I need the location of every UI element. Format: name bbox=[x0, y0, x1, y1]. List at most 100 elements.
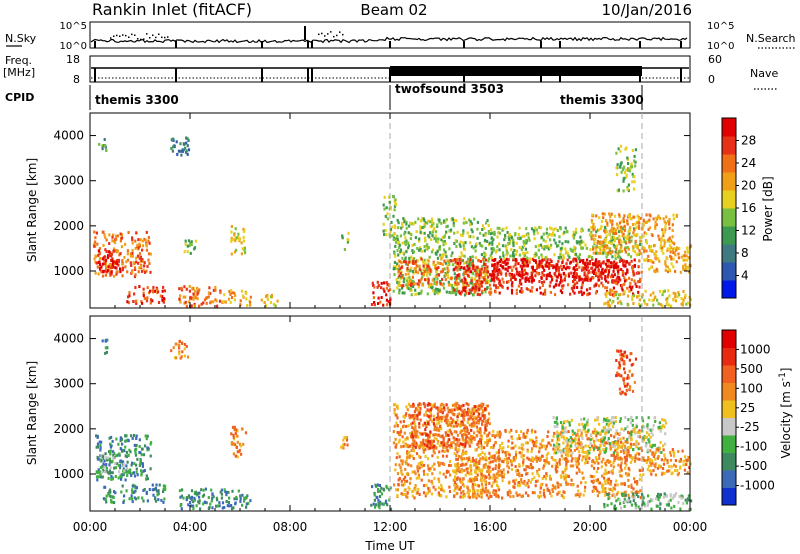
echo-cell bbox=[639, 496, 642, 500]
echo-cell bbox=[429, 418, 432, 422]
echo-cell bbox=[619, 247, 622, 251]
colorbar-swatch bbox=[722, 172, 736, 191]
echo-cell bbox=[527, 485, 530, 489]
echo-cell bbox=[543, 290, 546, 294]
echo-cell bbox=[469, 414, 472, 418]
echo-cell bbox=[611, 222, 614, 226]
echo-cell bbox=[620, 219, 623, 223]
echo-cell bbox=[485, 493, 488, 497]
echo-cell bbox=[599, 226, 603, 230]
echo-cell bbox=[475, 281, 478, 285]
power-colorbar-label: Power [dB] bbox=[761, 176, 775, 241]
echo-cell bbox=[192, 292, 195, 296]
echo-cell bbox=[550, 494, 553, 498]
echo-cell bbox=[636, 451, 639, 455]
echo-cell bbox=[545, 277, 548, 281]
echo-cell bbox=[642, 218, 645, 222]
echo-cell bbox=[134, 246, 137, 250]
echo-cell bbox=[137, 238, 140, 242]
echo-cell bbox=[108, 436, 111, 440]
echo-cell bbox=[233, 443, 237, 447]
echo-cell bbox=[600, 271, 603, 274]
echo-cell bbox=[616, 189, 619, 193]
echo-cell bbox=[606, 253, 609, 257]
echo-cell bbox=[123, 469, 126, 473]
echo-cell bbox=[535, 436, 538, 440]
echo-cell bbox=[233, 233, 236, 237]
echo-cell bbox=[446, 419, 449, 422]
echo-cell bbox=[652, 291, 655, 295]
echo-cell bbox=[544, 292, 547, 296]
echo-cell bbox=[407, 473, 410, 477]
echo-cell bbox=[414, 270, 418, 274]
echo-cell bbox=[558, 458, 561, 462]
echo-cell bbox=[438, 417, 441, 421]
echo-cell bbox=[615, 479, 618, 483]
echo-cell bbox=[222, 300, 225, 304]
echo-cell bbox=[130, 494, 133, 498]
echo-cell bbox=[483, 269, 486, 273]
echo-cell bbox=[432, 433, 435, 437]
echo-cell bbox=[397, 268, 400, 272]
echo-cell bbox=[605, 244, 608, 248]
echo-cell bbox=[489, 279, 492, 283]
echo-cell bbox=[555, 470, 558, 474]
echo-cell bbox=[440, 415, 443, 419]
echo-cell bbox=[108, 268, 111, 272]
echo-cell bbox=[491, 278, 494, 282]
echo-cell bbox=[614, 250, 617, 254]
echo-cell bbox=[537, 244, 540, 248]
echo-cell bbox=[396, 248, 399, 252]
echo-cell bbox=[635, 253, 638, 257]
echo-cell bbox=[543, 495, 546, 499]
echo-cell bbox=[580, 431, 583, 435]
echo-cell bbox=[616, 451, 619, 455]
echo-cell bbox=[539, 483, 542, 487]
echo-cell bbox=[590, 464, 593, 468]
echo-cell bbox=[146, 286, 149, 290]
echo-cell bbox=[580, 239, 583, 243]
echo-cell bbox=[457, 404, 461, 408]
echo-cell bbox=[617, 224, 620, 228]
echo-cell bbox=[426, 292, 429, 296]
echo-cell bbox=[463, 494, 467, 498]
echo-cell bbox=[133, 490, 136, 494]
echo-cell bbox=[493, 259, 496, 262]
echo-cell bbox=[427, 415, 430, 419]
echo-cell bbox=[433, 402, 436, 406]
echo-cell bbox=[404, 442, 407, 446]
echo-cell bbox=[121, 236, 124, 240]
echo-cell bbox=[432, 260, 435, 264]
echo-cell bbox=[489, 460, 492, 464]
echo-cell bbox=[659, 216, 662, 220]
echo-cell bbox=[420, 291, 423, 295]
echo-cell bbox=[445, 454, 448, 458]
echo-cell bbox=[471, 417, 474, 421]
echo-cell bbox=[437, 433, 440, 437]
echo-cell bbox=[374, 483, 377, 487]
echo-cell bbox=[410, 464, 413, 468]
echo-cell bbox=[245, 502, 248, 506]
echo-cell bbox=[573, 283, 576, 287]
echo-cell bbox=[520, 474, 523, 477]
echo-cell bbox=[655, 257, 658, 261]
echo-cell bbox=[610, 275, 613, 279]
echo-cell bbox=[519, 236, 522, 240]
echo-cell bbox=[463, 484, 466, 488]
echo-cell bbox=[494, 290, 497, 294]
echo-cell bbox=[103, 262, 106, 266]
echo-cell bbox=[343, 248, 346, 251]
echo-cell bbox=[164, 488, 167, 491]
echo-cell bbox=[394, 463, 397, 467]
echo-cell bbox=[457, 289, 461, 293]
echo-cell bbox=[411, 261, 415, 265]
echo-cell bbox=[139, 255, 142, 259]
echo-cell bbox=[472, 436, 475, 440]
echo-cell bbox=[114, 266, 117, 270]
echo-cell bbox=[573, 273, 576, 277]
echo-cell bbox=[112, 453, 115, 457]
echo-cell bbox=[479, 259, 483, 263]
echo-cell bbox=[600, 274, 603, 277]
echo-cell bbox=[454, 475, 457, 479]
echo-cell bbox=[484, 428, 487, 432]
